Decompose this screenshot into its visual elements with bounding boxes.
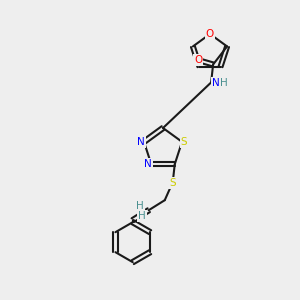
Text: H: H xyxy=(136,201,144,211)
Text: O: O xyxy=(194,56,202,65)
Text: N: N xyxy=(144,159,152,169)
Text: S: S xyxy=(181,137,187,147)
Text: O: O xyxy=(206,29,214,39)
Text: S: S xyxy=(169,178,176,188)
Text: H: H xyxy=(220,78,228,88)
Text: H: H xyxy=(138,211,146,221)
Text: N: N xyxy=(212,78,220,88)
Text: N: N xyxy=(137,137,145,147)
